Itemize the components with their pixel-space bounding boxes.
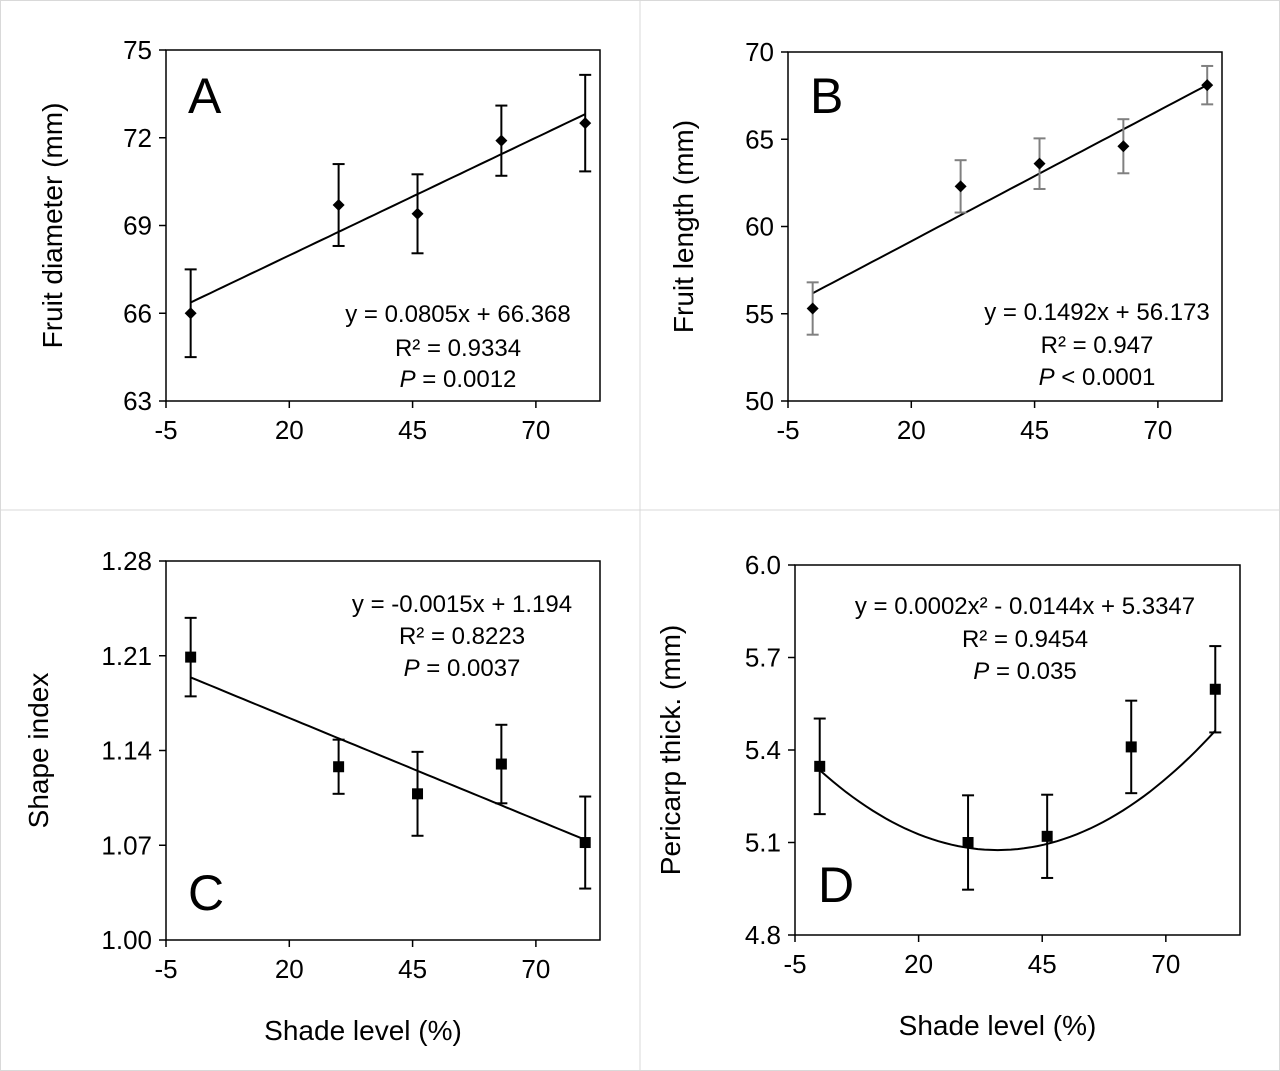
p-symbol: P bbox=[400, 366, 416, 393]
x-tick-label: 70 bbox=[1143, 415, 1172, 445]
x-tick-label: 45 bbox=[398, 954, 427, 984]
fit-equation: y = 0.0002x² - 0.0144x + 5.3347 bbox=[855, 593, 1195, 620]
y-tick-label: 1.28 bbox=[101, 546, 152, 576]
data-point bbox=[1125, 741, 1137, 753]
x-axis-title: Shade level (%) bbox=[264, 1015, 462, 1046]
data-point bbox=[1209, 683, 1221, 695]
data-point bbox=[962, 837, 974, 848]
p-value: P = 0.0037 bbox=[404, 655, 521, 682]
x-tick-label: 45 bbox=[398, 415, 427, 445]
data-point bbox=[411, 207, 424, 220]
y-tick-label: 63 bbox=[123, 386, 152, 416]
data-point bbox=[333, 761, 345, 773]
r-squared: R² = 0.947 bbox=[1041, 332, 1154, 359]
x-tick-label: -5 bbox=[154, 415, 177, 445]
data-point bbox=[185, 651, 197, 663]
y-tick-label: 69 bbox=[123, 211, 152, 241]
y-tick-label: 65 bbox=[745, 124, 774, 154]
y-tick-label: 70 bbox=[745, 37, 774, 67]
p-value: P = 0.035 bbox=[973, 658, 1076, 685]
trendline bbox=[819, 730, 1217, 852]
x-tick-label: 20 bbox=[275, 415, 304, 445]
data-point bbox=[495, 758, 507, 770]
data-point bbox=[579, 837, 591, 849]
y-tick-label: 4.8 bbox=[745, 920, 781, 950]
x-tick-label: 20 bbox=[897, 415, 926, 445]
y-axis-title: Pericarp thick. (mm) bbox=[655, 625, 686, 875]
data-point bbox=[1117, 140, 1130, 153]
y-tick-label: 1.00 bbox=[101, 925, 152, 955]
panel-letter: B bbox=[810, 68, 843, 124]
panel-letter: A bbox=[188, 68, 222, 124]
data-point bbox=[1041, 830, 1053, 842]
p-symbol: P bbox=[1039, 364, 1055, 391]
data-point bbox=[1201, 79, 1214, 92]
p-symbol: P bbox=[973, 658, 989, 685]
y-tick-label: 1.14 bbox=[101, 736, 152, 766]
y-axis-title: Fruit length (mm) bbox=[668, 120, 699, 333]
p-value-text: < 0.0001 bbox=[1055, 364, 1156, 391]
y-tick-label: 66 bbox=[123, 298, 152, 328]
y-tick-label: 1.07 bbox=[101, 830, 152, 860]
trendline bbox=[190, 113, 586, 304]
panel-letter: C bbox=[188, 865, 224, 921]
trendline bbox=[812, 84, 1208, 295]
data-point bbox=[332, 199, 345, 212]
x-tick-label: 70 bbox=[521, 415, 550, 445]
panel-b: -5 20 45 70 50 55 60 65 70 Fruit length (mm) By = … bbox=[668, 37, 1223, 445]
data-point bbox=[814, 760, 826, 772]
y-tick-label: 55 bbox=[745, 299, 774, 329]
x-tick-label: 70 bbox=[521, 954, 550, 984]
x-tick-label: 45 bbox=[1028, 949, 1057, 979]
trendline bbox=[190, 676, 586, 841]
x-tick-label: 70 bbox=[1151, 949, 1180, 979]
fit-equation: y = 0.0805x + 66.368 bbox=[345, 301, 571, 328]
x-tick-label: 45 bbox=[1020, 415, 1049, 445]
x-tick-label: -5 bbox=[154, 954, 177, 984]
data-point bbox=[806, 302, 819, 315]
y-tick-label: 50 bbox=[745, 386, 774, 416]
y-axis-title: Shape index bbox=[23, 673, 54, 829]
fit-equation: y = -0.0015x + 1.194 bbox=[352, 591, 572, 618]
data-point bbox=[1033, 157, 1046, 170]
y-tick-label: 5.4 bbox=[745, 735, 781, 765]
data-point bbox=[579, 117, 592, 130]
y-tick-label: 75 bbox=[123, 35, 152, 65]
y-tick-label: 5.7 bbox=[745, 643, 781, 673]
r-squared: R² = 0.8223 bbox=[399, 623, 525, 650]
y-tick-label: 5.1 bbox=[745, 828, 781, 858]
panel-a: -5 20 45 70 63 66 69 72 75 Fruit diameter (mm) Ay … bbox=[37, 35, 601, 445]
y-tick-label: 1.21 bbox=[101, 641, 152, 671]
panel-letter: D bbox=[818, 857, 854, 913]
p-value-text: = 0.035 bbox=[989, 658, 1076, 685]
r-squared: R² = 0.9334 bbox=[395, 335, 521, 362]
p-value: P = 0.0012 bbox=[400, 366, 517, 393]
r-squared: R² = 0.9454 bbox=[962, 626, 1088, 653]
p-value-text: = 0.0037 bbox=[420, 655, 521, 682]
x-tick-label: -5 bbox=[783, 949, 806, 979]
y-axis-title: Fruit diameter (mm) bbox=[37, 103, 68, 349]
x-tick-label: 20 bbox=[275, 954, 304, 984]
data-point bbox=[412, 788, 424, 800]
p-value: P < 0.0001 bbox=[1039, 364, 1156, 391]
fit-equation: y = 0.1492x + 56.173 bbox=[984, 299, 1210, 326]
y-tick-label: 72 bbox=[123, 123, 152, 153]
y-tick-label: 6.0 bbox=[745, 550, 781, 580]
x-tick-label: -5 bbox=[776, 415, 799, 445]
p-value-text: = 0.0012 bbox=[416, 366, 517, 393]
y-tick-label: 60 bbox=[745, 212, 774, 242]
data-point bbox=[495, 134, 508, 147]
p-symbol: P bbox=[404, 655, 420, 682]
x-tick-label: 20 bbox=[904, 949, 933, 979]
x-axis-title: Shade level (%) bbox=[899, 1010, 1097, 1041]
data-point bbox=[954, 180, 967, 193]
data-point bbox=[184, 307, 197, 320]
panel-c: -5 20 45 70 1.00 1.07 1.14 1.21 1.28 Shape index S… bbox=[23, 546, 601, 1046]
panel-d: -5 20 45 70 4.8 5.1 5.4 5.7 6.0 Pericarp thick. (… bbox=[655, 550, 1241, 1041]
